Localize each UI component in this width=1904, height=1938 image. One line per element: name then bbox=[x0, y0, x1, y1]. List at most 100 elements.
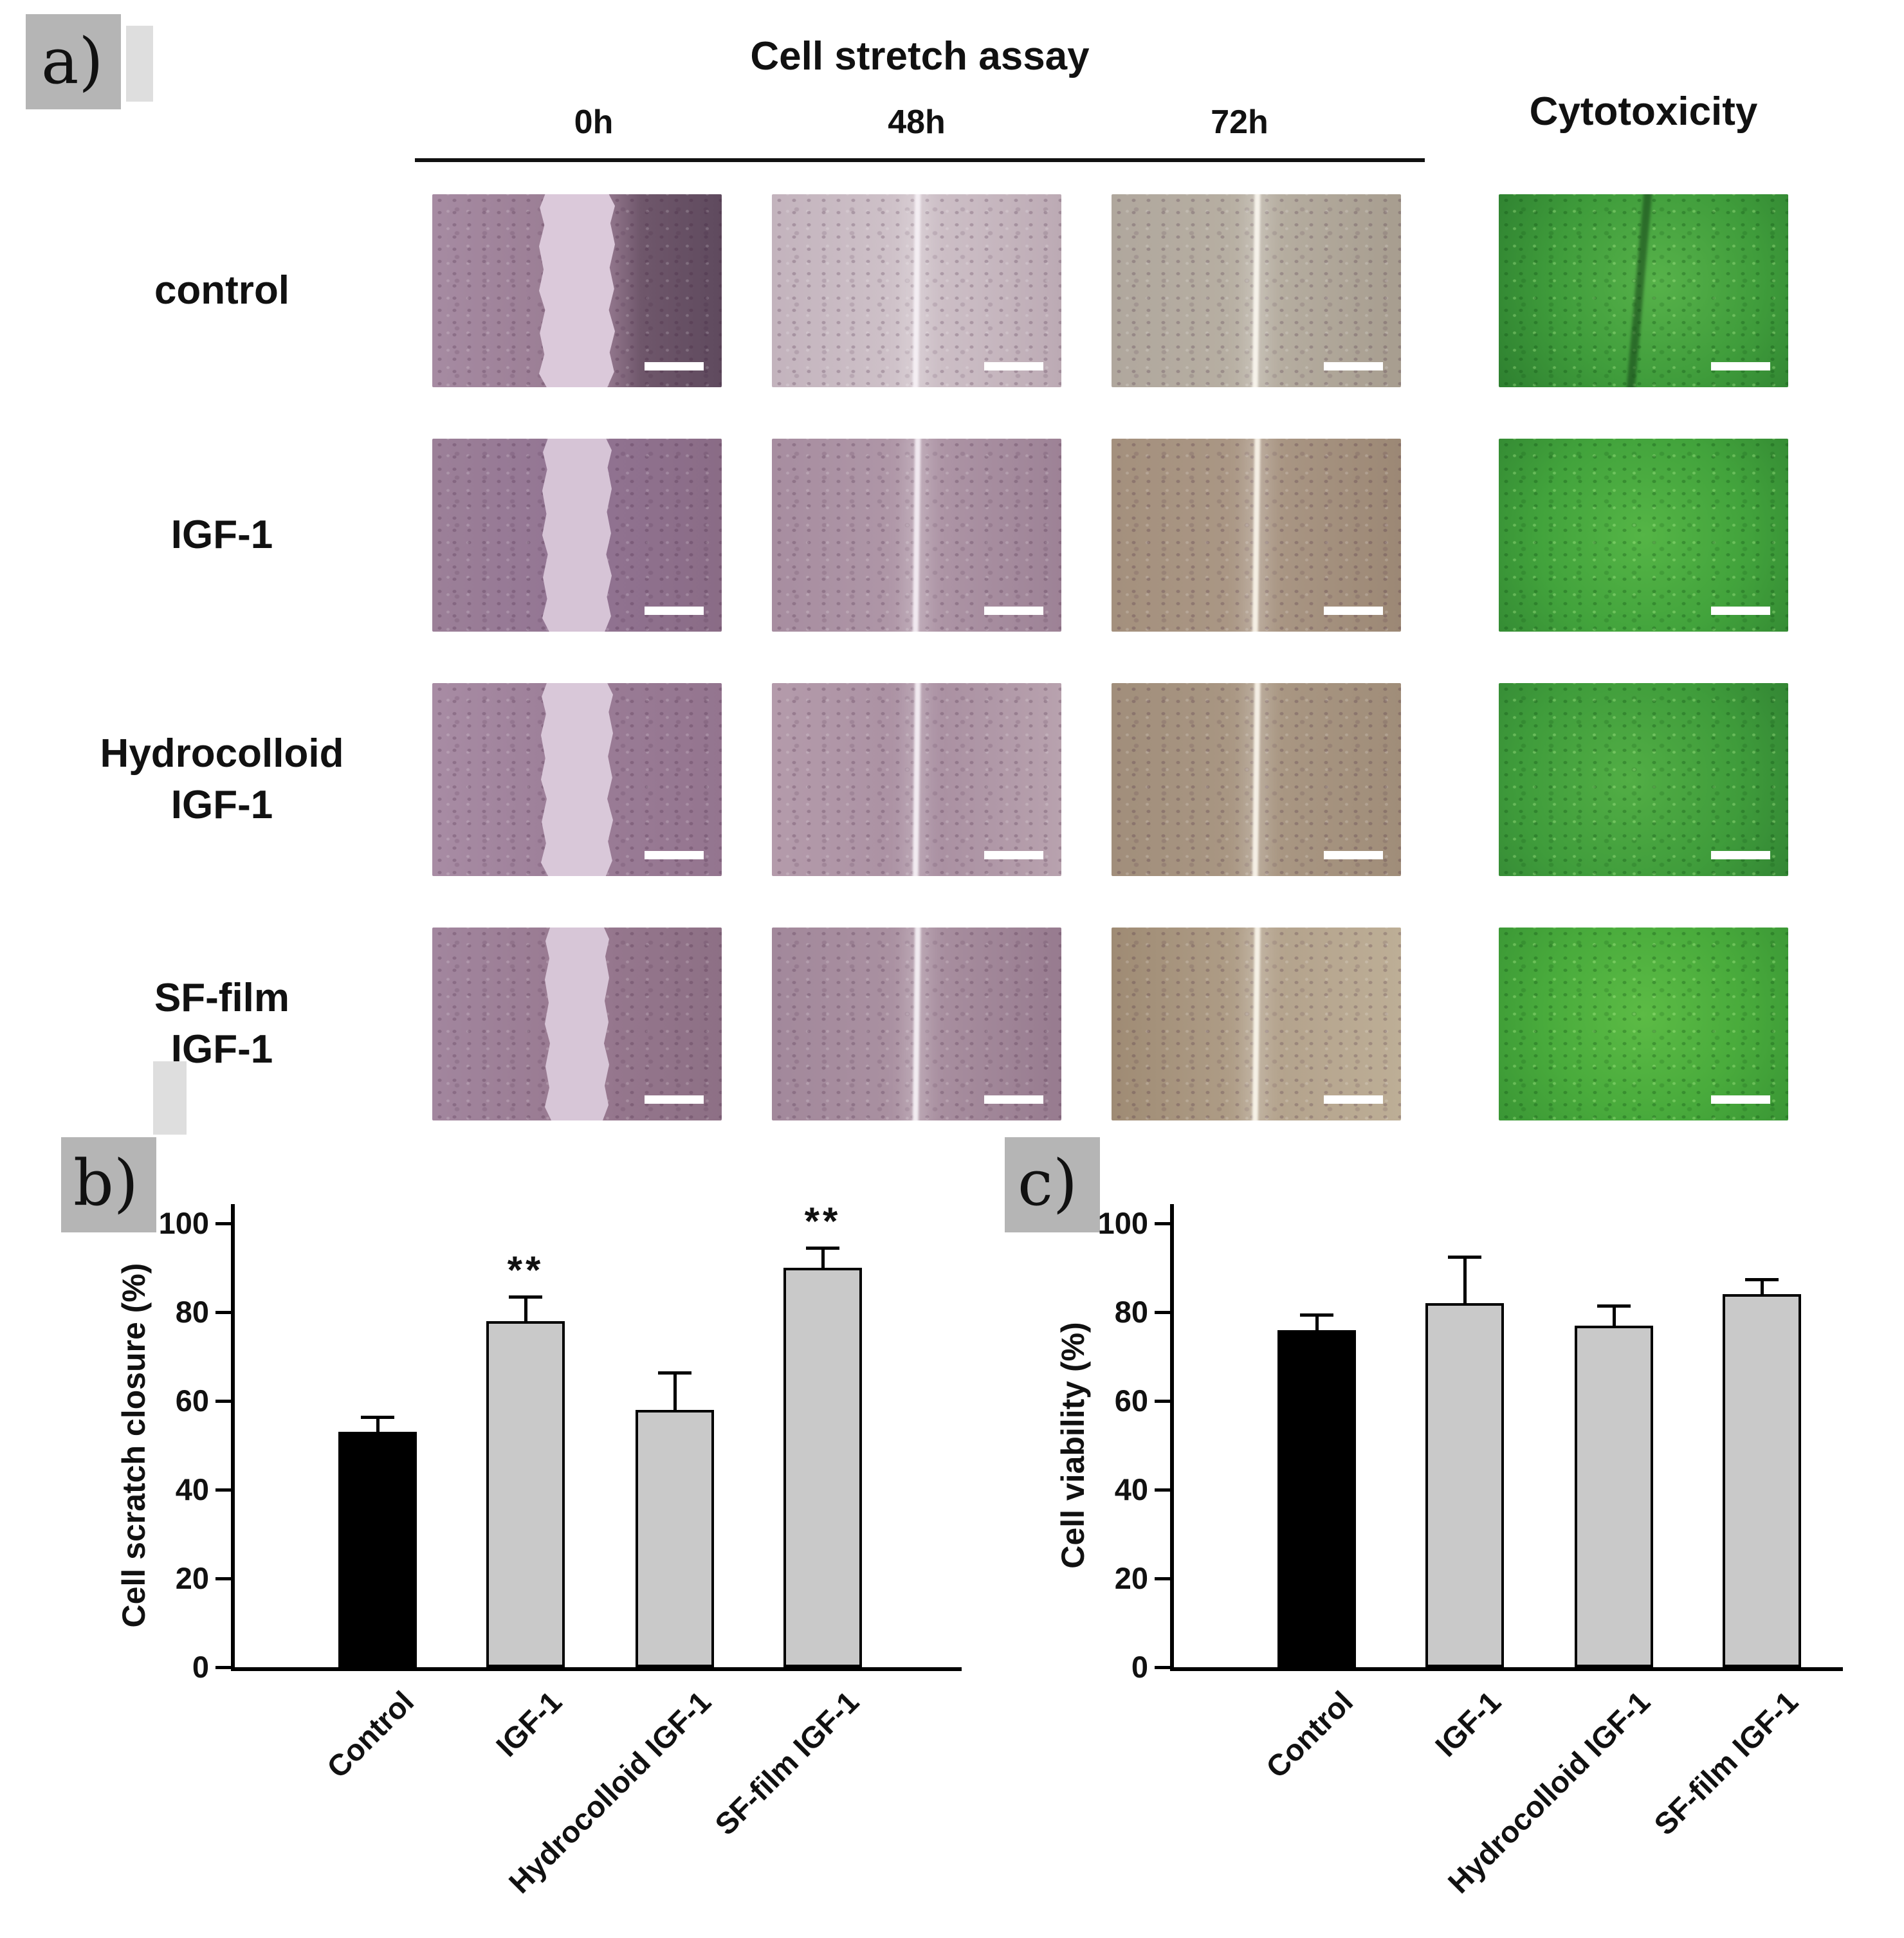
scale-bar bbox=[1324, 362, 1383, 370]
y-axis-label: Cell viability (%) bbox=[1055, 1322, 1091, 1569]
row-label-line: SF-film bbox=[154, 976, 290, 1020]
y-tick-label: 20 bbox=[1114, 1561, 1148, 1595]
y-tick-mark bbox=[1155, 1666, 1170, 1669]
timepoint-72h: 72h bbox=[1211, 104, 1268, 141]
scratch-gap bbox=[539, 194, 615, 387]
panel-c-tag-box bbox=[1005, 1137, 1100, 1232]
row-label-line: IGF-1 bbox=[170, 513, 273, 557]
error-bar bbox=[821, 1250, 825, 1270]
row-label-line: control bbox=[154, 268, 290, 313]
scale-bar bbox=[984, 1095, 1043, 1104]
cell-stretch-assay-title: Cell stretch assay bbox=[750, 34, 1090, 78]
scale-bar bbox=[984, 851, 1043, 859]
scratch-gap bbox=[542, 439, 612, 632]
sf-film-igf1-cytotoxicity-micrograph bbox=[1499, 928, 1788, 1120]
scratch-gap bbox=[545, 928, 609, 1120]
hydrocolloid-igf1-48h-micrograph bbox=[772, 683, 1061, 876]
error-bar-cap bbox=[1448, 1256, 1481, 1259]
micrograph-row: SF-film IGF-1 bbox=[26, 928, 1788, 1120]
error-bar-cap bbox=[1745, 1277, 1779, 1281]
y-tick-label: 60 bbox=[175, 1384, 209, 1418]
panel-b-tag-accent bbox=[153, 1061, 187, 1135]
panel-b-label: b) bbox=[73, 1147, 138, 1220]
significance-marker: ** bbox=[804, 1200, 841, 1243]
row-label-line: IGF-1 bbox=[170, 783, 273, 827]
control-48h-micrograph bbox=[772, 194, 1061, 387]
scale-bar bbox=[645, 607, 704, 615]
cell-viability-chart: Cell viability (%) 0 20 40 60 80 100 Control IGF… bbox=[1036, 1172, 1904, 1924]
bar-sf-film-igf-1 bbox=[783, 1268, 862, 1667]
control-72h-micrograph bbox=[1112, 194, 1401, 387]
bar-sf-film-igf-1 bbox=[1723, 1294, 1801, 1667]
plot-area: 0 20 40 60 80 100 Control ** IGF-1 Hydrocolloid I… bbox=[159, 1200, 962, 1899]
scale-bar bbox=[1711, 362, 1770, 370]
row-label: control bbox=[26, 194, 418, 387]
bar-control bbox=[1277, 1330, 1356, 1667]
error-bar bbox=[524, 1299, 527, 1324]
sf-film-igf1-48h-micrograph bbox=[772, 928, 1061, 1120]
igf1-0h-micrograph bbox=[432, 439, 722, 632]
hydrocolloid-igf1-cytotoxicity-micrograph bbox=[1499, 683, 1788, 876]
sf-film-igf1-72h-micrograph bbox=[1112, 928, 1401, 1120]
scratch-gap bbox=[541, 683, 613, 876]
error-bar bbox=[1315, 1316, 1319, 1333]
y-tick-mark bbox=[215, 1222, 231, 1225]
row-label-line: IGF-1 bbox=[170, 1027, 273, 1072]
error-bar-cap bbox=[1300, 1313, 1333, 1317]
bar-igf-1 bbox=[1425, 1303, 1504, 1667]
y-tick-mark bbox=[1155, 1577, 1170, 1580]
error-bar-cap bbox=[361, 1415, 394, 1419]
timepoint-48h: 48h bbox=[888, 104, 946, 141]
hydrocolloid-igf1-0h-micrograph bbox=[432, 683, 722, 876]
error-bar-cap bbox=[658, 1371, 691, 1375]
panel-a-tag-accent bbox=[126, 26, 153, 102]
y-tick-mark bbox=[215, 1311, 231, 1314]
scale-bar bbox=[1324, 851, 1383, 859]
panel-a-label: a) bbox=[41, 25, 104, 98]
y-tick-label: 100 bbox=[158, 1206, 209, 1240]
y-tick-label: 100 bbox=[1097, 1206, 1148, 1240]
igf1-72h-micrograph bbox=[1112, 439, 1401, 632]
y-tick-mark bbox=[215, 1666, 231, 1669]
scale-bar bbox=[645, 362, 704, 370]
y-tick-mark bbox=[215, 1488, 231, 1492]
y-tick-label: 60 bbox=[1114, 1384, 1148, 1418]
row-label-line: Hydrocolloid bbox=[100, 731, 344, 776]
y-tick-mark bbox=[215, 1577, 231, 1580]
x-axis-line bbox=[231, 1667, 962, 1671]
panel-a-tag-box bbox=[26, 14, 121, 109]
bar-hydrocolloid-igf-1 bbox=[636, 1409, 714, 1667]
error-bar bbox=[673, 1374, 677, 1412]
y-axis-line bbox=[1170, 1204, 1174, 1671]
panel-b-tag-box bbox=[61, 1137, 156, 1232]
cytotoxicity-title: Cytotoxicity bbox=[1529, 89, 1758, 134]
igf1-48h-micrograph bbox=[772, 439, 1061, 632]
error-bar bbox=[1613, 1308, 1616, 1328]
scale-bar bbox=[1324, 607, 1383, 615]
cell-texture bbox=[1499, 439, 1788, 632]
scale-bar bbox=[1324, 1095, 1383, 1104]
x-axis-line bbox=[1170, 1667, 1843, 1671]
y-tick-mark bbox=[1155, 1222, 1170, 1225]
row-label: SF-film IGF-1 bbox=[26, 928, 418, 1120]
y-tick-label: 40 bbox=[175, 1472, 209, 1506]
y-tick-mark bbox=[1155, 1311, 1170, 1314]
row-label: IGF-1 bbox=[26, 439, 418, 632]
error-bar-cap bbox=[806, 1247, 839, 1250]
micrograph-row: Hydrocolloid IGF-1 bbox=[26, 683, 1788, 876]
bar-control bbox=[338, 1432, 417, 1667]
scale-bar bbox=[1711, 851, 1770, 859]
panel-c-label: c) bbox=[1018, 1147, 1078, 1220]
hydrocolloid-igf1-72h-micrograph bbox=[1112, 683, 1401, 876]
error-bar bbox=[376, 1418, 380, 1435]
scale-bar bbox=[645, 851, 704, 859]
control-cytotoxicity-micrograph bbox=[1499, 194, 1788, 387]
error-bar-cap bbox=[509, 1295, 542, 1299]
scale-bar bbox=[1711, 607, 1770, 615]
timepoint-0h: 0h bbox=[574, 104, 614, 141]
y-tick-label: 0 bbox=[1131, 1650, 1148, 1684]
y-axis-line bbox=[231, 1204, 235, 1671]
y-tick-label: 80 bbox=[1114, 1295, 1148, 1329]
micrograph-row: control bbox=[26, 194, 1788, 387]
